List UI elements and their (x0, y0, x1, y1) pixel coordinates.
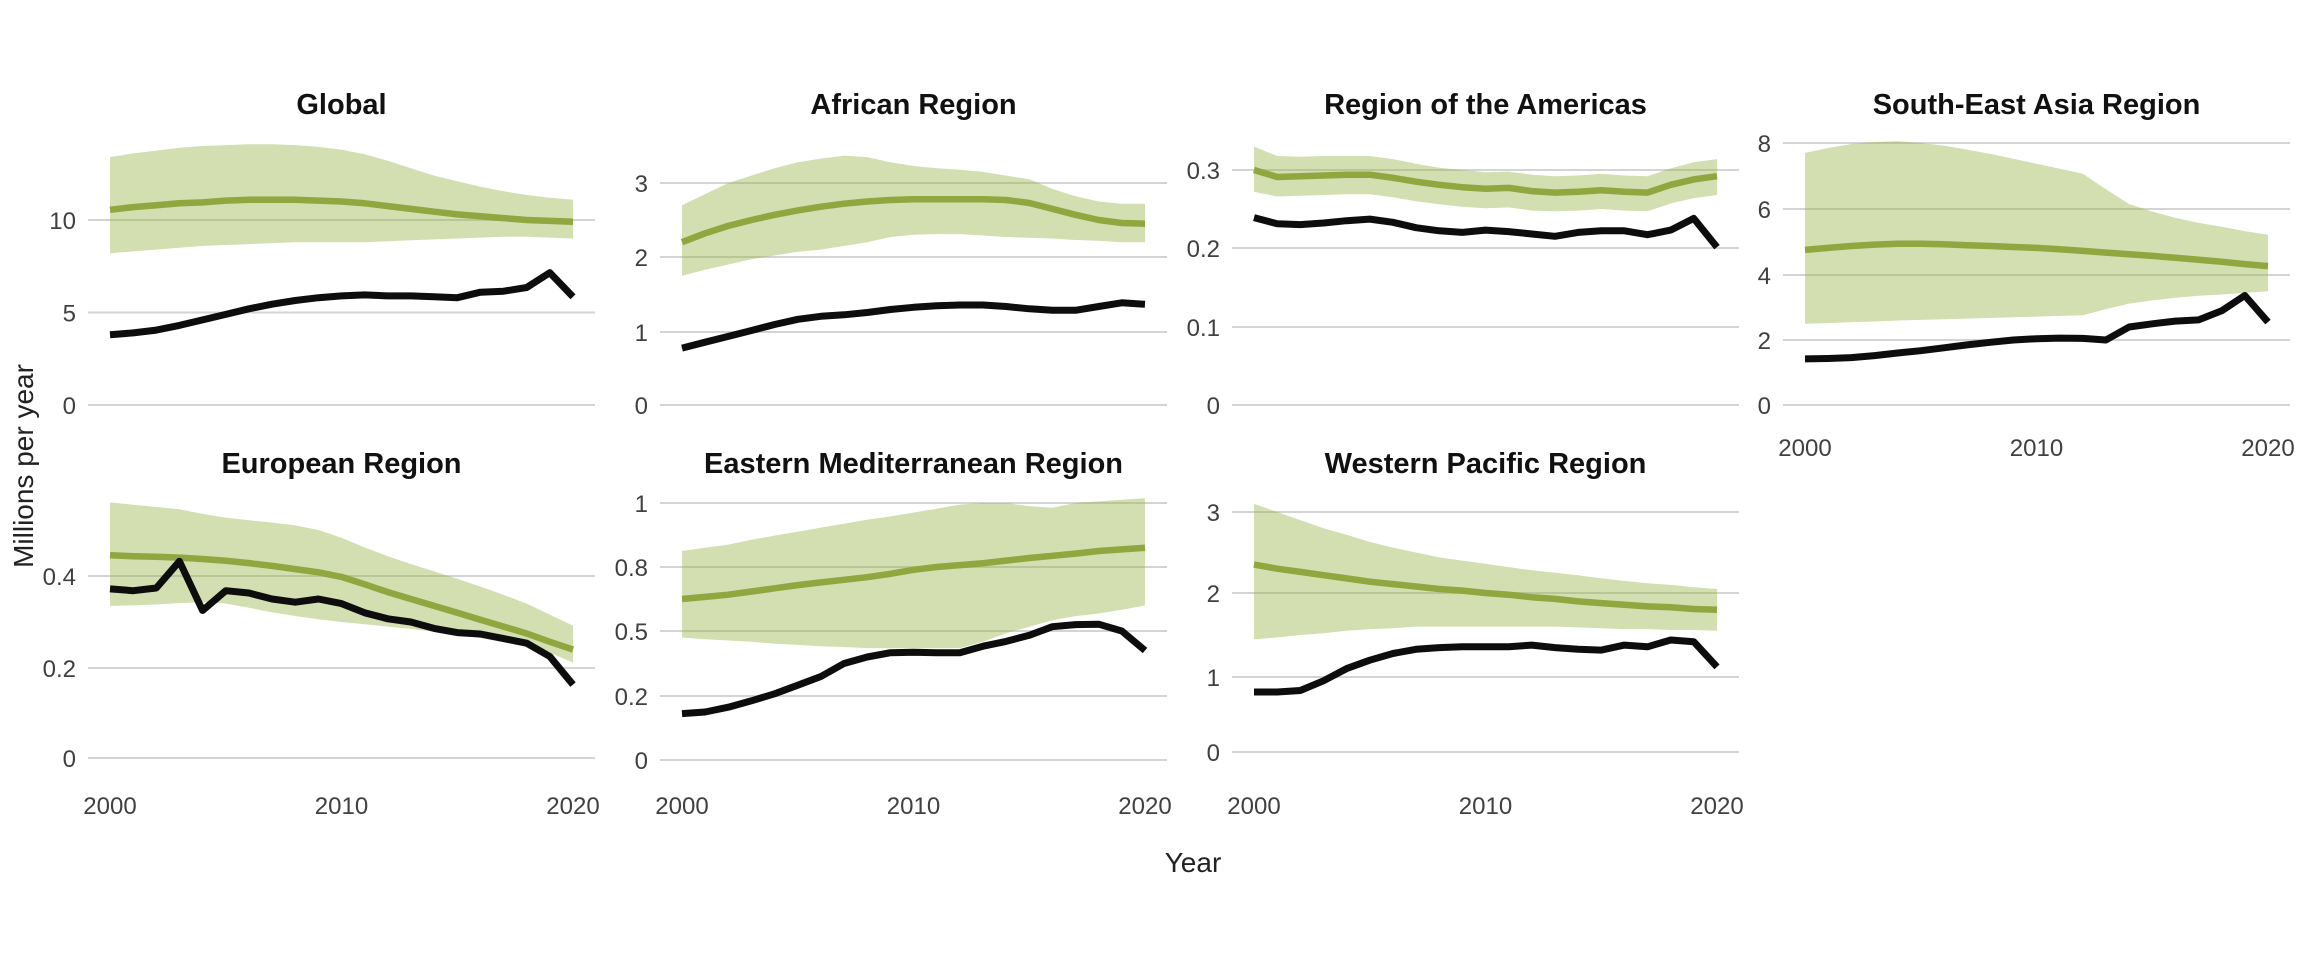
y-tick-label: 2 (635, 245, 648, 272)
black-reported-line (109, 269, 576, 339)
x-tick-label: 2000 (83, 793, 136, 820)
uncertainty-band (1254, 146, 1717, 212)
y-tick-label: 0.1 (1187, 315, 1220, 342)
x-tick-label: 2000 (1778, 435, 1831, 462)
panel-title: Global (296, 89, 386, 121)
panel-title: Region of the Americas (1324, 89, 1647, 121)
uncertainty-band (1805, 141, 2268, 324)
black-reported-line (1253, 214, 1720, 250)
x-tick-label: 2010 (2010, 435, 2063, 462)
green-estimate-line (680, 196, 1146, 246)
panel-title: South-East Asia Region (1873, 89, 2201, 121)
panel-title: African Region (810, 89, 1016, 121)
y-tick-label: 0 (1207, 393, 1220, 420)
y-tick-label: 3 (1207, 500, 1220, 527)
panel-title: European Region (221, 448, 461, 480)
green-estimate-line (109, 552, 575, 653)
y-axis-title: Millions per year (8, 364, 39, 568)
x-tick-label: 2000 (1227, 793, 1280, 820)
green-estimate-line (681, 544, 1146, 603)
y-tick-label: 0.5 (615, 619, 648, 646)
uncertainty-band (110, 502, 573, 663)
y-tick-label: 1 (635, 320, 648, 347)
y-tick-label: 3 (635, 171, 648, 198)
green-estimate-line (109, 196, 574, 226)
y-tick-label: 0 (63, 393, 76, 420)
y-tick-label: 2 (1758, 328, 1771, 355)
x-tick-label: 2020 (2241, 435, 2294, 462)
y-tick-label: 0.2 (615, 684, 648, 711)
y-tick-label: 0.3 (1187, 158, 1220, 185)
x-tick-label: 2020 (546, 793, 599, 820)
x-axis-title: Year (1165, 847, 1222, 878)
y-tick-label: 0.2 (43, 656, 76, 683)
green-estimate-line (1804, 240, 2269, 270)
y-tick-label: 8 (1758, 131, 1771, 158)
y-tick-label: 4 (1758, 263, 1771, 290)
x-tick-label: 2010 (887, 793, 940, 820)
green-estimate-line (1253, 166, 1718, 196)
black-reported-line (1804, 292, 2271, 363)
y-tick-label: 6 (1758, 197, 1771, 224)
y-tick-label: 2 (1207, 581, 1220, 608)
panel-title: Eastern Mediterranean Region (704, 448, 1123, 480)
y-tick-label: 0 (1207, 740, 1220, 767)
x-tick-label: 2020 (1690, 793, 1743, 820)
black-reported-line (1254, 636, 1720, 696)
x-tick-label: 2000 (655, 793, 708, 820)
y-tick-label: 0.2 (1187, 236, 1220, 263)
y-tick-label: 0.8 (615, 555, 648, 582)
black-reported-line (681, 620, 1148, 718)
y-tick-label: 1 (635, 491, 648, 518)
x-tick-label: 2010 (1459, 793, 1512, 820)
y-tick-label: 0.4 (43, 564, 76, 591)
black-reported-line (109, 557, 576, 687)
green-estimate-line (1253, 561, 1718, 614)
uncertainty-band (682, 498, 1145, 649)
y-tick-label: 0 (635, 393, 648, 420)
uncertainty-band (1254, 503, 1717, 640)
y-tick-label: 5 (63, 301, 76, 328)
y-tick-label: 0 (635, 748, 648, 775)
y-tick-label: 10 (49, 208, 76, 235)
y-tick-label: 1 (1207, 665, 1220, 692)
x-tick-label: 2020 (1118, 793, 1171, 820)
y-tick-label: 0 (1758, 393, 1771, 420)
x-tick-label: 2010 (315, 793, 368, 820)
uncertainty-band (682, 155, 1145, 276)
black-reported-line (681, 299, 1146, 352)
y-tick-label: 0 (63, 746, 76, 773)
panel-title: Western Pacific Region (1325, 448, 1647, 480)
